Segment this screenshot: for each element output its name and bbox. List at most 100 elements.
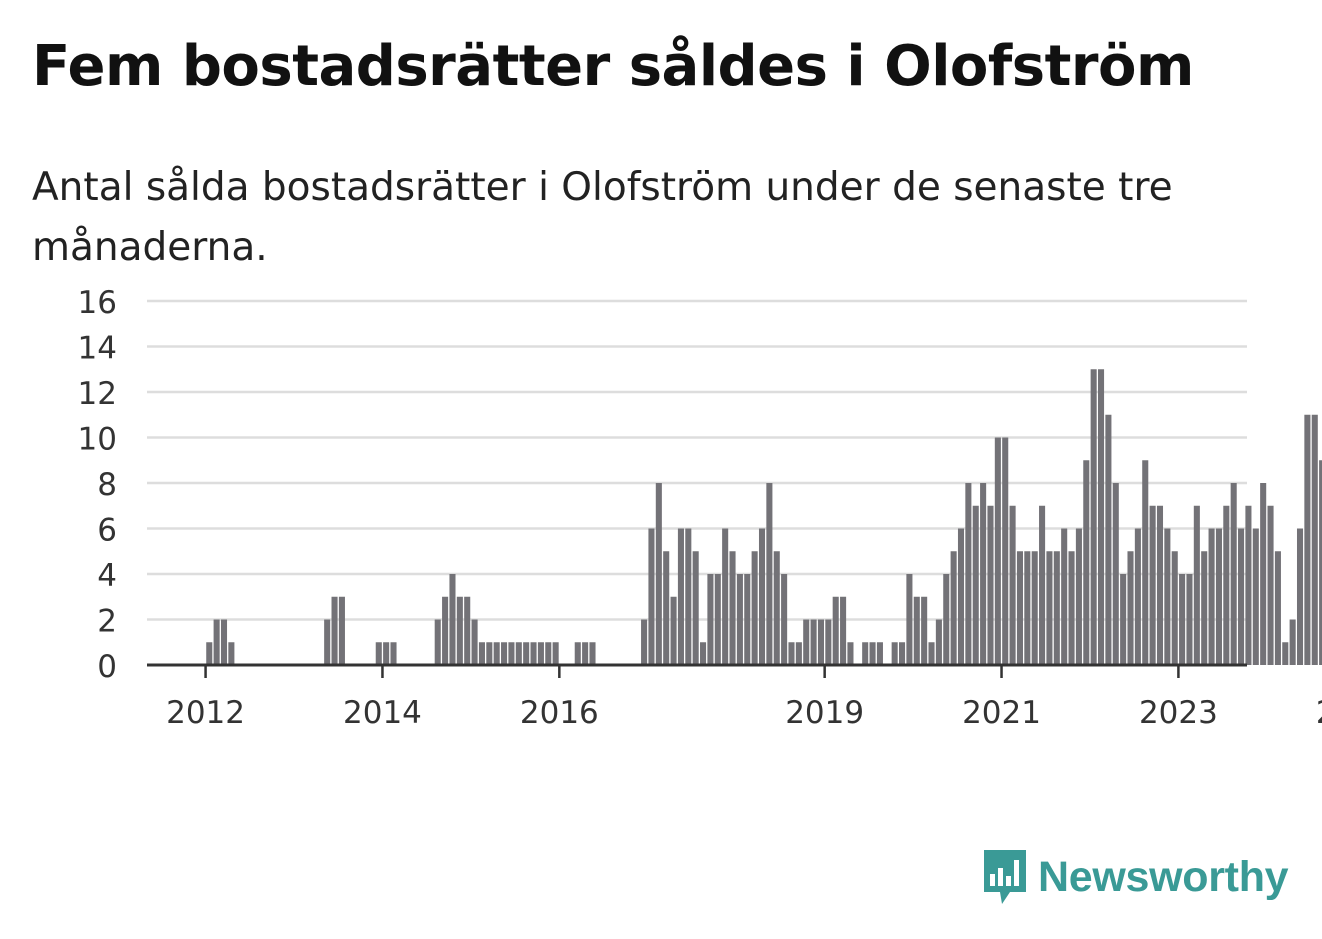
bar (965, 483, 972, 665)
bar (921, 596, 928, 665)
bar (331, 596, 338, 665)
y-tick-label: 4 (97, 558, 117, 594)
bar (1149, 505, 1156, 665)
bar (478, 642, 485, 665)
bar (515, 642, 522, 665)
bar (1171, 551, 1178, 665)
bar (523, 642, 530, 665)
bar (206, 642, 213, 665)
bar (957, 528, 965, 665)
bar (663, 551, 670, 665)
bar (1179, 574, 1186, 665)
bar (832, 596, 839, 665)
bar (1164, 528, 1171, 665)
bar (825, 619, 832, 665)
bar (1267, 505, 1274, 665)
bar (729, 551, 736, 665)
bar (840, 596, 847, 665)
chart-title: Fem bostadsrätter såldes i Olofström (32, 34, 1194, 99)
y-tick-label: 14 (78, 331, 117, 367)
chart-subtitle: Antal sålda bostadsrätter i Olofström un… (32, 165, 1173, 270)
bar (1090, 369, 1097, 665)
bar (736, 574, 743, 665)
y-tick-label: 2 (97, 604, 117, 640)
bar (876, 642, 883, 665)
bar (1282, 642, 1289, 665)
bar (508, 642, 515, 665)
y-axis-ticks: 0 2 4 6 8 10 12 14 16 (78, 285, 117, 685)
bar (980, 483, 987, 665)
bar (1068, 551, 1075, 665)
bar (1039, 505, 1046, 665)
bar (324, 619, 331, 665)
bar (1223, 505, 1230, 665)
bar (655, 483, 662, 665)
bar (795, 642, 802, 665)
bar (913, 596, 920, 665)
y-tick-label: 8 (97, 467, 117, 503)
bar (582, 642, 589, 665)
y-tick-label: 0 (97, 649, 117, 685)
bar (1053, 551, 1060, 665)
bar (338, 596, 345, 665)
y-tick-label: 12 (78, 376, 117, 412)
bar (758, 528, 766, 665)
bar (375, 642, 382, 665)
bar (1075, 528, 1082, 665)
bar (1156, 505, 1164, 665)
bar (530, 642, 537, 665)
bar (1046, 551, 1053, 665)
bar (1083, 460, 1090, 665)
bar (648, 528, 655, 665)
bar (943, 574, 950, 665)
bar (1252, 528, 1259, 665)
bar (228, 642, 235, 665)
bar (1260, 483, 1267, 665)
bar (1002, 437, 1009, 665)
bar (722, 528, 729, 665)
bar (810, 619, 817, 665)
brand-name: Newsworthy (1038, 852, 1289, 901)
bar (1215, 528, 1222, 665)
bar (1105, 414, 1112, 665)
bar (1319, 460, 1322, 665)
bar (383, 642, 390, 665)
bar (1024, 551, 1031, 665)
bar (1238, 528, 1245, 665)
bar (714, 574, 721, 665)
bar (442, 596, 449, 665)
bar (471, 619, 478, 665)
bar (1120, 574, 1127, 665)
bar (899, 642, 906, 665)
bar (434, 619, 441, 665)
bar (1142, 460, 1149, 665)
bar (1274, 551, 1281, 665)
bar (1304, 414, 1311, 665)
bar (1127, 551, 1134, 665)
bar (537, 642, 544, 665)
bar (781, 574, 788, 665)
bar (766, 483, 773, 665)
bar (1134, 528, 1141, 665)
bar (1289, 619, 1296, 665)
bar (817, 619, 825, 665)
bar (700, 642, 707, 665)
bar (1016, 551, 1023, 665)
bar (906, 574, 913, 665)
bar (456, 596, 463, 665)
bar (1311, 414, 1318, 665)
bar (891, 642, 898, 665)
bar (744, 574, 751, 665)
y-tick-label: 10 (78, 422, 117, 458)
x-axis-ticks: 2012 2014 2016 2019 2021 2023 2025 (166, 665, 1322, 731)
x-tick-label: 2014 (343, 695, 422, 731)
x-tick-label: 2012 (166, 695, 245, 731)
bar (1031, 551, 1038, 665)
bar (803, 619, 810, 665)
bar (1061, 528, 1068, 665)
bar (552, 642, 559, 665)
bar (751, 551, 758, 665)
newsworthy-logo-icon (984, 850, 1026, 904)
x-tick-label: 2016 (520, 695, 599, 731)
